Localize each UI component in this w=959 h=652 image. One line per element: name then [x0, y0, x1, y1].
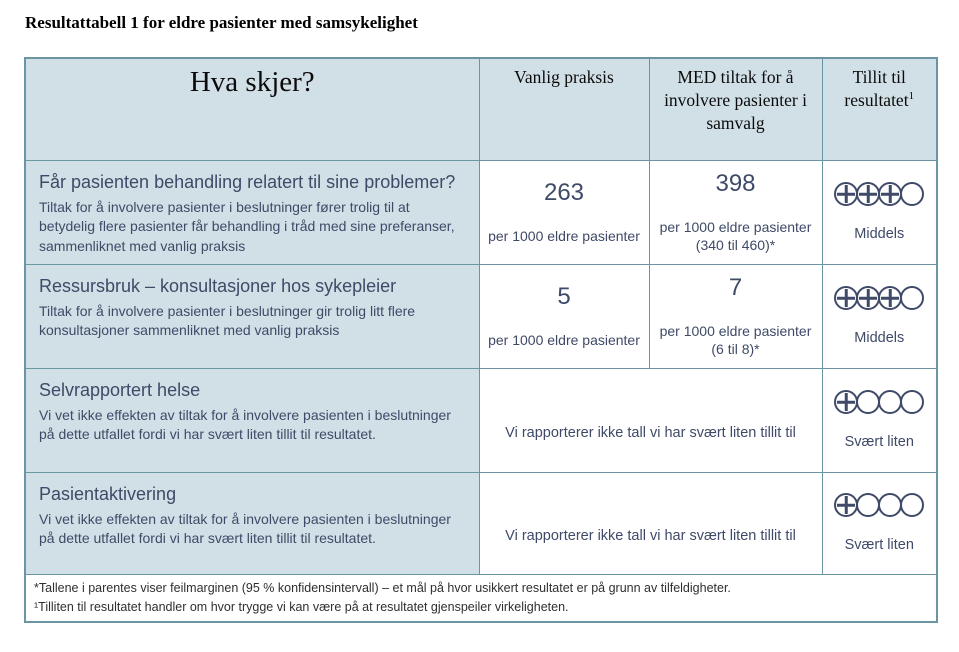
grade-rating-icons [824, 286, 936, 310]
outcome-title: Selvrapportert helse [39, 379, 201, 400]
header-intervention: MED tiltak for å involvere pasienter i s… [648, 57, 823, 161]
grade-empty-circle-icon [900, 286, 925, 310]
intervention-value: 7 [728, 273, 743, 301]
confidence-cell: Svært liten [821, 471, 938, 575]
grade-filled-plus-circle-icon [878, 286, 903, 310]
outcome-description: Tiltak for å involvere pasienter i beslu… [39, 303, 416, 339]
intervention-cell: 398 per 1000 eldre pasienter (340 til 46… [648, 159, 823, 265]
outcome-row-self-reported-health: Selvrapportert helse Vi vet ikke effekte… [24, 367, 938, 473]
outcome-description: Vi vet ikke effekten av tiltak for å inv… [39, 407, 451, 443]
grade-empty-circle-icon [878, 390, 903, 414]
grade-filled-plus-circle-icon [856, 286, 881, 310]
outcome-title: Får pasienten behandling relatert til si… [39, 171, 456, 192]
outcome-cell: Får pasienten behandling relatert til si… [24, 159, 480, 265]
usual-practice-cell: 5 per 1000 eldre pasienter [478, 263, 650, 369]
intervention-unit: per 1000 eldre pasienter [659, 218, 812, 235]
usual-practice-cell: 263 per 1000 eldre pasienter [478, 159, 650, 265]
grade-filled-plus-circle-icon [856, 182, 881, 206]
header-row: Hva skjer? Vanlig praksis MED tiltak for… [24, 57, 938, 161]
grade-empty-circle-icon [900, 390, 925, 414]
grade-label: Middels [854, 330, 905, 346]
header-confidence: Tillit til resultatet1 [821, 57, 938, 161]
outcome-description: Tiltak for å involvere pasienter i beslu… [39, 199, 455, 254]
usual-practice-value: 263 [543, 178, 585, 206]
outcome-title: Pasientaktivering [39, 483, 177, 504]
footnotes-row: *Tallene i parentes viser feilmarginen (… [24, 573, 938, 623]
outcome-cell: Ressursbruk – konsultasjoner hos sykeple… [24, 263, 480, 369]
outcome-cell: Pasientaktivering Vi vet ikke effekten a… [24, 471, 480, 575]
no-numbers-reported-cell: Vi rapporterer ikke tall vi har svært li… [478, 471, 823, 575]
grade-filled-plus-circle-icon [834, 390, 859, 414]
grade-label: Svært liten [844, 537, 914, 553]
outcome-row-resource-use: Ressursbruk – konsultasjoner hos sykeple… [24, 263, 938, 369]
outcome-row-treatment: Får pasienten behandling relatert til si… [24, 159, 938, 265]
no-numbers-reported-cell: Vi rapporterer ikke tall vi har svært li… [478, 367, 823, 473]
grade-filled-plus-circle-icon [834, 493, 859, 517]
grade-rating-icons [824, 493, 936, 517]
header-usual-practice: Vanlig praksis [478, 57, 650, 161]
confidence-cell: Middels [821, 159, 938, 265]
header-confidence-footnote-marker: 1 [908, 89, 915, 102]
grade-empty-circle-icon [900, 493, 925, 517]
intervention-value: 398 [715, 169, 756, 197]
usual-practice-unit: per 1000 eldre pasienter [488, 227, 640, 244]
grade-label: Middels [854, 226, 905, 242]
grade-empty-circle-icon [878, 493, 903, 517]
intervention-cell: 7 per 1000 eldre pasienter (6 til 8)* [648, 263, 823, 369]
grade-empty-circle-icon [900, 182, 925, 206]
grade-rating-icons [824, 182, 936, 206]
grade-label: Svært liten [844, 434, 914, 450]
grade-filled-plus-circle-icon [834, 286, 859, 310]
footnotes-cell: *Tallene i parentes viser feilmarginen (… [24, 573, 938, 623]
usual-practice-unit: per 1000 eldre pasienter [488, 331, 640, 348]
outcome-title: Ressursbruk – konsultasjoner hos sykeple… [39, 275, 397, 296]
usual-practice-value: 5 [557, 282, 571, 310]
footnote-confidence-meaning: ¹Tilliten til resultatet handler om hvor… [34, 599, 569, 614]
results-table: Hva skjer? Vanlig praksis MED tiltak for… [24, 57, 938, 624]
outcome-row-patient-activation: Pasientaktivering Vi vet ikke effekten a… [24, 471, 938, 575]
grade-rating-icons [824, 390, 936, 414]
intervention-confidence-interval: (340 til 460)* [695, 237, 776, 253]
footnote-confidence-interval: *Tallene i parentes viser feilmarginen (… [34, 580, 731, 595]
confidence-cell: Svært liten [821, 367, 938, 473]
outcome-description: Vi vet ikke effekten av tiltak for å inv… [39, 511, 451, 547]
grade-empty-circle-icon [856, 390, 881, 414]
intervention-unit: per 1000 eldre pasienter [659, 322, 812, 339]
header-confidence-label: Tillit til resultatet [844, 67, 909, 110]
header-what-happens: Hva skjer? [24, 57, 480, 161]
grade-empty-circle-icon [856, 493, 881, 517]
confidence-cell: Middels [821, 263, 938, 369]
grade-filled-plus-circle-icon [878, 182, 903, 206]
page-title: Resultattabell 1 for eldre pasienter med… [25, 13, 418, 32]
intervention-confidence-interval: (6 til 8)* [711, 341, 760, 357]
grade-filled-plus-circle-icon [834, 182, 859, 206]
outcome-cell: Selvrapportert helse Vi vet ikke effekte… [24, 367, 480, 473]
